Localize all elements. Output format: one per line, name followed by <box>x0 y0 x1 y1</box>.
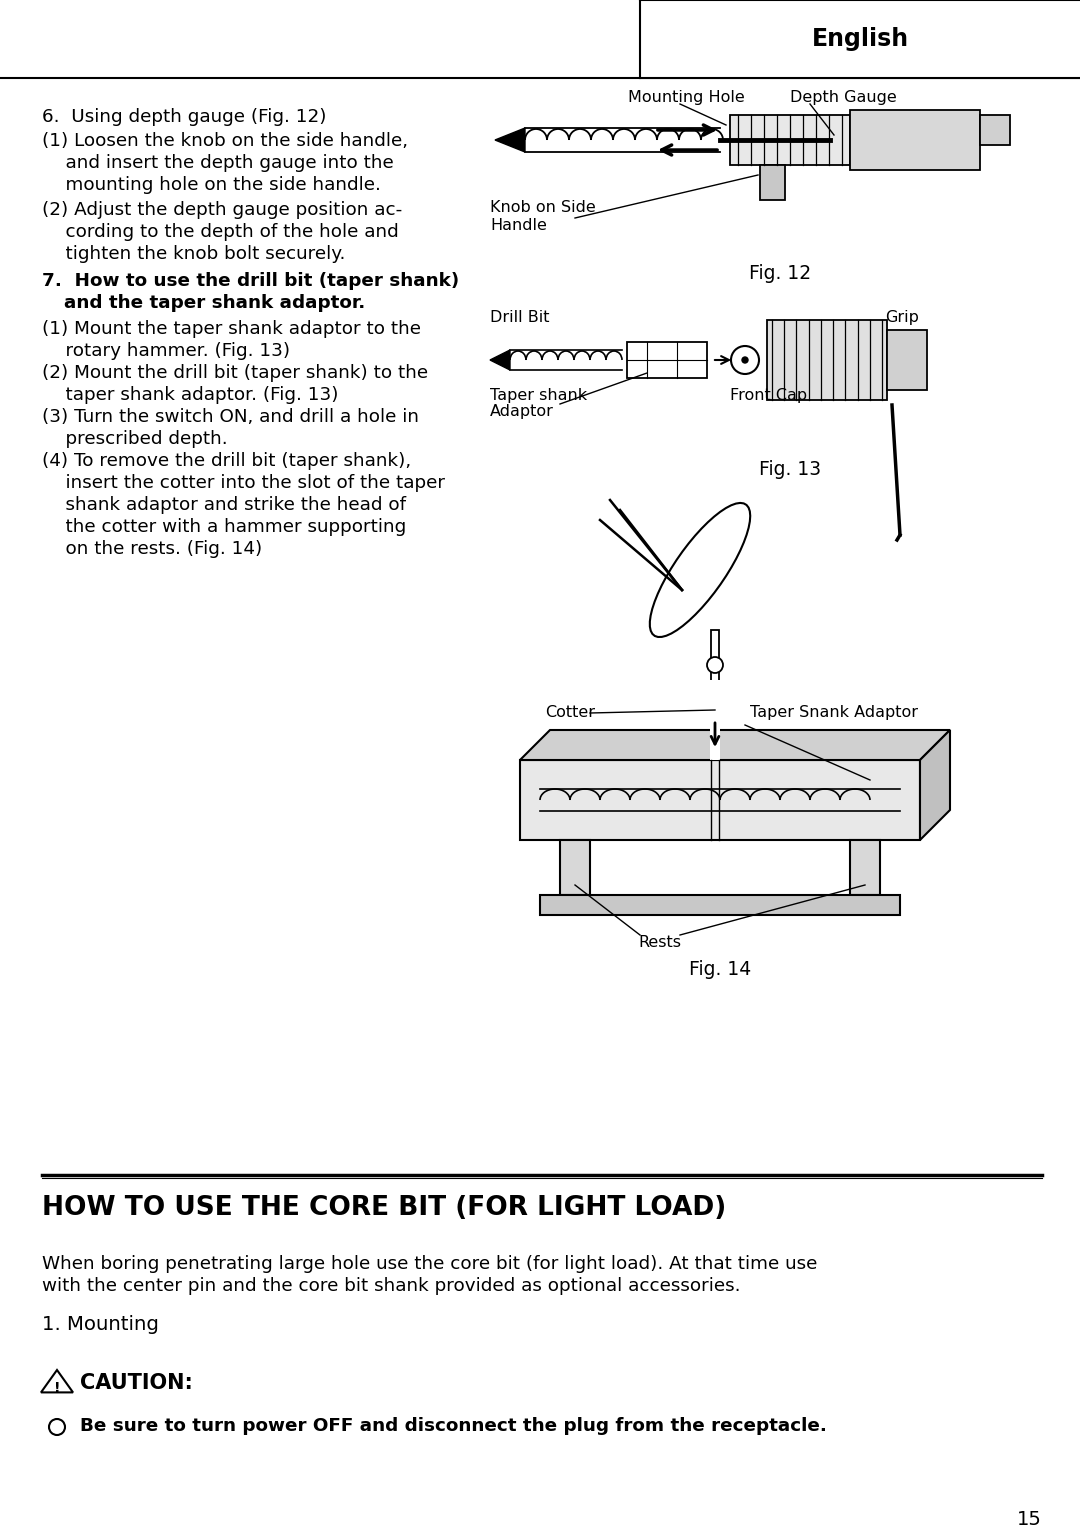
Text: Taper shank: Taper shank <box>490 388 588 404</box>
Text: shank adaptor and strike the head of: shank adaptor and strike the head of <box>42 495 406 514</box>
Text: rotary hammer. (Fig. 13): rotary hammer. (Fig. 13) <box>42 342 291 359</box>
Text: 6.  Using depth gauge (Fig. 12): 6. Using depth gauge (Fig. 12) <box>42 109 326 125</box>
Bar <box>710 680 720 760</box>
Text: Rests: Rests <box>638 936 681 950</box>
Text: Drill Bit: Drill Bit <box>490 310 550 326</box>
Text: prescribed depth.: prescribed depth. <box>42 430 228 448</box>
Text: Depth Gauge: Depth Gauge <box>789 90 896 106</box>
Text: and the taper shank adaptor.: and the taper shank adaptor. <box>64 294 365 312</box>
Text: (1) Mount the taper shank adaptor to the: (1) Mount the taper shank adaptor to the <box>42 320 421 338</box>
Polygon shape <box>920 729 950 839</box>
Text: Be sure to turn power OFF and disconnect the plug from the receptacle.: Be sure to turn power OFF and disconnect… <box>80 1417 827 1436</box>
Text: on the rests. (Fig. 14): on the rests. (Fig. 14) <box>42 540 262 558</box>
Circle shape <box>707 657 723 673</box>
Text: Fig. 13: Fig. 13 <box>759 460 821 479</box>
Text: HOW TO USE THE CORE BIT (FOR LIGHT LOAD): HOW TO USE THE CORE BIT (FOR LIGHT LOAD) <box>42 1196 726 1222</box>
Text: Grip: Grip <box>885 310 919 326</box>
Text: CAUTION:: CAUTION: <box>80 1373 193 1393</box>
Bar <box>850 839 880 894</box>
Text: the cotter with a hammer supporting: the cotter with a hammer supporting <box>42 518 406 537</box>
Bar <box>640 0 1080 78</box>
Text: 7.  How to use the drill bit (taper shank): 7. How to use the drill bit (taper shank… <box>42 272 459 291</box>
Circle shape <box>742 356 748 362</box>
Text: English: English <box>811 28 908 50</box>
Text: Taper Snank Adaptor: Taper Snank Adaptor <box>750 705 918 720</box>
Text: Knob on Side: Knob on Side <box>490 200 596 216</box>
Polygon shape <box>650 503 751 638</box>
Text: (2) Adjust the depth gauge position ac-: (2) Adjust the depth gauge position ac- <box>42 200 402 219</box>
Text: When boring penetrating large hole use the core bit (for light load). At that ti: When boring penetrating large hole use t… <box>42 1255 818 1274</box>
Bar <box>540 894 900 914</box>
Text: Fig. 14: Fig. 14 <box>689 960 751 979</box>
Text: (2) Mount the drill bit (taper shank) to the: (2) Mount the drill bit (taper shank) to… <box>42 364 428 382</box>
Bar <box>767 320 887 401</box>
Circle shape <box>731 346 759 375</box>
Bar <box>627 342 707 378</box>
Text: Adaptor: Adaptor <box>490 404 554 419</box>
Text: insert the cotter into the slot of the taper: insert the cotter into the slot of the t… <box>42 474 445 492</box>
Text: !: ! <box>54 1381 60 1394</box>
Bar <box>850 110 980 170</box>
Text: Mounting Hole: Mounting Hole <box>627 90 745 106</box>
Text: (3) Turn the switch ON, and drill a hole in: (3) Turn the switch ON, and drill a hole… <box>42 408 419 427</box>
Text: cording to the depth of the hole and: cording to the depth of the hole and <box>42 223 399 242</box>
Text: (1) Loosen the knob on the side handle,: (1) Loosen the knob on the side handle, <box>42 131 408 150</box>
Text: (4) To remove the drill bit (taper shank),: (4) To remove the drill bit (taper shank… <box>42 453 411 469</box>
Text: 1. Mounting: 1. Mounting <box>42 1315 159 1333</box>
Text: Cotter: Cotter <box>545 705 595 720</box>
Polygon shape <box>41 1370 73 1393</box>
Text: tighten the knob bolt securely.: tighten the knob bolt securely. <box>42 245 346 263</box>
Circle shape <box>49 1419 65 1436</box>
Text: Handle: Handle <box>490 219 546 232</box>
Polygon shape <box>519 729 950 760</box>
Text: mounting hole on the side handle.: mounting hole on the side handle. <box>42 176 381 194</box>
Bar <box>980 115 1010 145</box>
Polygon shape <box>490 350 510 370</box>
Bar <box>711 630 719 760</box>
Bar <box>887 330 927 390</box>
Bar <box>760 165 785 200</box>
Text: taper shank adaptor. (Fig. 13): taper shank adaptor. (Fig. 13) <box>42 385 338 404</box>
Bar <box>561 839 590 894</box>
Bar <box>730 115 850 165</box>
Text: Front Cap: Front Cap <box>730 388 807 404</box>
Text: with the center pin and the core bit shank provided as optional accessories.: with the center pin and the core bit sha… <box>42 1277 741 1295</box>
Polygon shape <box>495 128 525 151</box>
Text: Fig. 12: Fig. 12 <box>748 265 811 283</box>
Text: 15: 15 <box>1017 1511 1042 1529</box>
Text: and insert the depth gauge into the: and insert the depth gauge into the <box>42 154 394 171</box>
Bar <box>519 760 920 839</box>
